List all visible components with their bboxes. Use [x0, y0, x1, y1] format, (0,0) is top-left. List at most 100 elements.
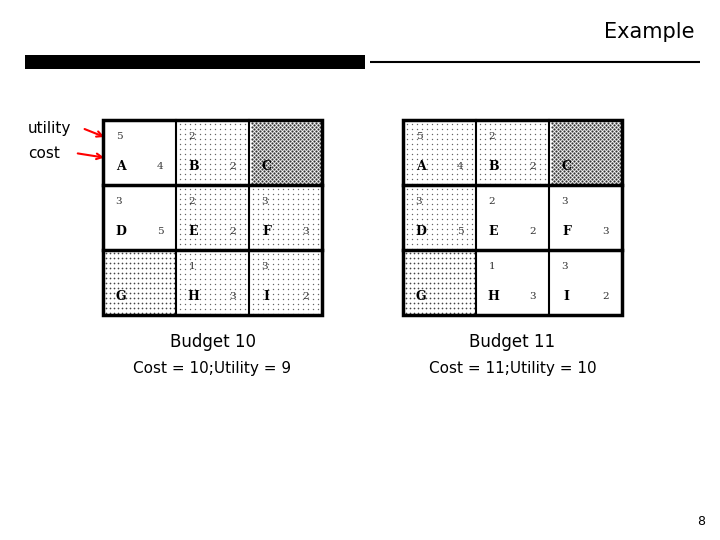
- Point: [518, 164, 530, 173]
- Point: [312, 269, 323, 278]
- Point: [558, 134, 570, 143]
- Point: [420, 274, 432, 282]
- Point: [252, 209, 264, 218]
- Point: [276, 137, 288, 145]
- Point: [204, 299, 215, 308]
- Point: [184, 284, 195, 293]
- Point: [282, 174, 294, 183]
- Point: [276, 153, 288, 161]
- Point: [612, 129, 624, 137]
- Point: [251, 179, 262, 187]
- Text: 2: 2: [189, 132, 195, 141]
- Point: [204, 159, 215, 168]
- Point: [276, 289, 288, 298]
- Point: [229, 304, 240, 313]
- Point: [452, 264, 464, 272]
- Point: [415, 229, 427, 238]
- Point: [276, 209, 288, 218]
- Point: [156, 284, 168, 292]
- Point: [598, 139, 610, 147]
- Point: [298, 127, 310, 136]
- Bar: [176, 185, 249, 250]
- Point: [308, 153, 320, 161]
- Point: [209, 209, 220, 218]
- Point: [424, 249, 436, 258]
- Point: [314, 174, 325, 183]
- Point: [436, 229, 447, 238]
- Point: [456, 139, 467, 148]
- Point: [514, 129, 526, 138]
- Point: [598, 179, 610, 187]
- Point: [269, 153, 280, 161]
- Point: [580, 137, 592, 145]
- Point: [302, 143, 314, 151]
- Point: [194, 129, 205, 138]
- Point: [518, 134, 530, 143]
- Point: [468, 249, 480, 258]
- Point: [280, 129, 292, 137]
- Point: [466, 204, 477, 213]
- Point: [194, 259, 205, 268]
- Point: [194, 289, 205, 298]
- Point: [568, 133, 580, 141]
- Point: [297, 199, 308, 208]
- Point: [257, 289, 269, 298]
- Point: [504, 129, 516, 138]
- Point: [132, 299, 144, 307]
- Point: [534, 159, 545, 168]
- Point: [568, 125, 580, 133]
- Point: [612, 120, 624, 129]
- Point: [436, 274, 448, 282]
- Point: [582, 131, 594, 139]
- Point: [578, 143, 590, 151]
- Point: [310, 147, 322, 156]
- Point: [288, 125, 300, 133]
- Point: [456, 219, 467, 228]
- Point: [456, 284, 468, 292]
- Point: [504, 139, 516, 148]
- Point: [612, 173, 624, 181]
- Point: [128, 294, 140, 302]
- Point: [189, 259, 200, 268]
- Point: [499, 134, 510, 143]
- Point: [464, 299, 476, 307]
- Point: [294, 154, 306, 163]
- Point: [219, 309, 230, 318]
- Point: [199, 259, 210, 268]
- Point: [408, 299, 420, 307]
- Point: [174, 274, 185, 283]
- Point: [562, 127, 574, 136]
- Point: [446, 149, 457, 158]
- Point: [224, 134, 235, 143]
- Point: [179, 124, 190, 133]
- Point: [262, 274, 274, 283]
- Point: [590, 151, 602, 159]
- Point: [239, 264, 251, 273]
- Point: [274, 163, 286, 171]
- Point: [104, 309, 116, 318]
- Point: [128, 274, 140, 282]
- Point: [456, 134, 467, 143]
- Point: [174, 299, 185, 308]
- Point: [260, 177, 271, 185]
- Point: [174, 279, 185, 288]
- Point: [152, 269, 163, 278]
- Point: [292, 168, 304, 177]
- Point: [128, 289, 140, 298]
- Point: [251, 167, 262, 176]
- Point: [246, 139, 258, 147]
- Point: [251, 134, 262, 143]
- Point: [298, 163, 310, 171]
- Point: [446, 179, 457, 188]
- Point: [282, 294, 293, 303]
- Point: [152, 264, 163, 272]
- Point: [296, 137, 307, 145]
- Point: [560, 145, 572, 153]
- Point: [306, 131, 318, 139]
- Point: [466, 244, 477, 253]
- Point: [239, 199, 251, 208]
- Point: [179, 119, 190, 128]
- Point: [229, 239, 240, 248]
- Point: [431, 214, 442, 223]
- Point: [441, 164, 452, 173]
